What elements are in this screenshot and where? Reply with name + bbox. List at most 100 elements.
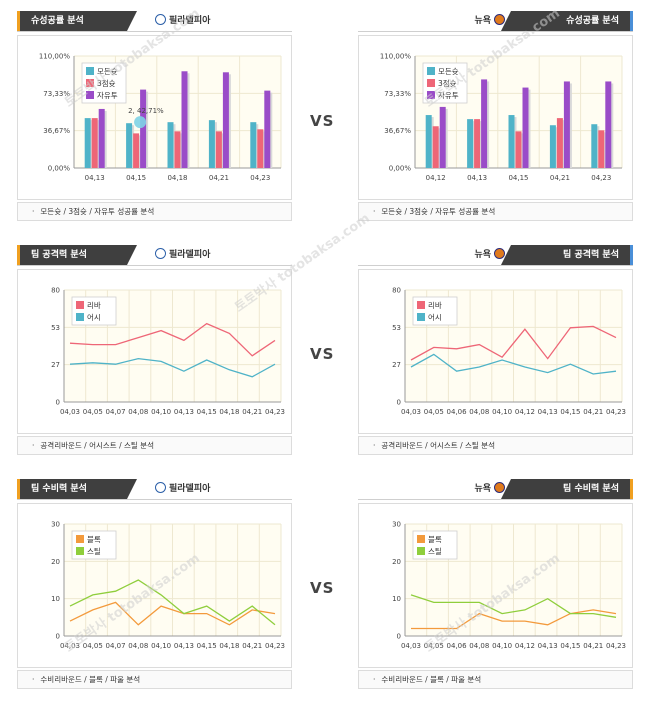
y-tick-label: 0,00%	[389, 165, 412, 173]
legend-swatch	[86, 67, 94, 75]
panel-header: 팀 수비력 분석 뉴욕	[358, 479, 633, 500]
y-tick-label: 73,33%	[384, 90, 411, 98]
bar	[439, 106, 446, 168]
y-tick-label: 20	[392, 558, 401, 566]
section-title: 팀 수비력 분석	[17, 479, 137, 499]
x-tick-label: 04,03	[401, 642, 421, 650]
y-tick-label: 80	[392, 287, 401, 295]
y-tick-label: 73,33%	[43, 90, 70, 98]
legend-label: 3점슛	[97, 78, 116, 88]
x-tick-label: 04,15	[126, 174, 146, 182]
series-line	[410, 353, 617, 375]
legend-swatch	[86, 79, 94, 87]
chart-box: 0 10 20 30 04,03 04,05 04,07 04,08 04,10 04,13 04,…	[17, 503, 292, 668]
philadelphia-logo-icon	[155, 14, 166, 25]
accent-bar	[17, 11, 20, 31]
accent-bar	[630, 245, 633, 265]
chart-caption: · 모든슛 / 3점슛 / 자유투 성공률 분석	[358, 202, 633, 221]
philadelphia-logo-icon	[155, 248, 166, 259]
hover-marker	[134, 116, 147, 129]
x-tick-label: 04,21	[242, 642, 262, 650]
series-line	[410, 594, 617, 618]
x-tick-label: 04,13	[538, 408, 558, 416]
legend-swatch	[86, 91, 94, 99]
caption-text: 수비리바운드 / 블록 / 파울 분석	[40, 675, 141, 684]
bar	[432, 126, 439, 168]
y-tick-label: 110,00%	[380, 53, 411, 61]
bar	[208, 120, 215, 168]
x-tick-label: 04,23	[265, 642, 285, 650]
panel-header: 슈성공률 분석 필라델피아	[17, 11, 292, 32]
y-tick-label: 0,00%	[48, 165, 71, 173]
team-name: 뉴욕	[474, 250, 491, 260]
bar	[508, 115, 515, 168]
philadelphia-logo-icon	[155, 482, 166, 493]
x-tick-label: 04,03	[401, 408, 421, 416]
series-line	[69, 322, 276, 357]
x-tick-label: 04,15	[560, 408, 580, 416]
x-tick-label: 04,03	[60, 642, 80, 650]
legend-swatch	[76, 535, 84, 543]
shooting-bar-chart: 0,00% 36,67% 73,33% 110,00% 04,13 04,15 04,18 0…	[39, 53, 282, 182]
caption-text: 모든슛 / 3점슛 / 자유투 성공률 분석	[40, 207, 155, 216]
chart-box: 0 10 20 30 04,03 04,05 04,06 04,08 04,10 04,12 04,…	[358, 503, 633, 668]
bar	[591, 124, 598, 168]
x-tick-label: 04,10	[492, 408, 512, 416]
legend-label: 모든슛	[97, 67, 118, 76]
legend-label: 리바	[87, 300, 101, 310]
panel-offense-philadelphia: 팀 공격력 분석 필라델피아 0 27 53 80 04,03 04,05 04,07 04,…	[17, 245, 292, 455]
caption-text: 수비리바운드 / 블록 / 파울 분석	[381, 675, 482, 684]
x-tick-label: 04,18	[167, 174, 187, 182]
x-tick-label: 04,23	[606, 642, 626, 650]
caption-text: 모든슛 / 3점슛 / 자유투 성공률 분석	[381, 207, 496, 216]
chart-caption: · 공격리바운드 / 어시스트 / 스틸 분석	[17, 436, 292, 455]
team-label: 뉴욕	[474, 248, 505, 262]
bar	[481, 79, 488, 168]
x-tick-label: 04,23	[591, 174, 611, 182]
section-title: 팀 공격력 분석	[17, 245, 137, 265]
x-tick-label: 04,08	[469, 642, 489, 650]
x-tick-label: 04,15	[197, 642, 217, 650]
y-tick-label: 30	[392, 521, 401, 529]
panel-shooting-newyork: 슈성공률 분석 뉴욕 0,00% 36,67% 73,33% 110,00% 04,12…	[358, 11, 633, 221]
x-tick-label: 04,06	[447, 642, 468, 650]
caption-text: 공격리바운드 / 어시스트 / 스틸 분석	[381, 441, 495, 450]
x-tick-label: 04,13	[467, 174, 487, 182]
bar	[605, 81, 612, 168]
legend-label: 자유투	[438, 91, 459, 100]
x-tick-label: 04,23	[250, 174, 270, 182]
bar	[84, 118, 91, 168]
y-tick-label: 110,00%	[39, 53, 70, 61]
x-tick-label: 04,08	[469, 408, 489, 416]
panel-shooting-philadelphia: 슈성공률 분석 필라델피아 0,00% 36,67% 73,33% 110,00% 04…	[17, 11, 292, 221]
bar	[215, 131, 222, 168]
panel-defense-newyork: 팀 수비력 분석 뉴욕 0 10 20 30 04,03 04,05 04,06 04,08 0…	[358, 479, 633, 689]
team-label: 필라델피아	[155, 14, 210, 28]
legend-swatch	[427, 79, 435, 87]
team-name: 뉴욕	[474, 484, 491, 494]
vs-label: VS	[310, 345, 335, 363]
panel-header: 팀 공격력 분석 필라델피아	[17, 245, 292, 266]
section-title: 슈성공률 분석	[17, 11, 137, 31]
team-name: 필라델피아	[169, 16, 211, 26]
shooting-bar-chart: 0,00% 36,67% 73,33% 110,00% 04,12 04,13 04,15 0…	[380, 53, 623, 182]
chart-box: 0,00% 36,67% 73,33% 110,00% 04,12 04,13 04,15 0…	[358, 35, 633, 200]
x-tick-label: 04,08	[128, 408, 148, 416]
bar	[522, 87, 529, 168]
y-tick-label: 0	[397, 633, 401, 641]
bar	[174, 131, 181, 168]
legend-label: 어시	[428, 312, 442, 322]
x-tick-label: 04,05	[424, 408, 444, 416]
accent-bar	[17, 245, 20, 265]
bar	[425, 115, 432, 168]
legend-label: 모든슛	[438, 67, 459, 76]
legend-swatch	[427, 91, 435, 99]
accent-bar	[17, 479, 20, 499]
bar	[515, 131, 522, 168]
chart-caption: · 수비리바운드 / 블록 / 파울 분석	[358, 670, 633, 689]
x-tick-label: 04,03	[60, 408, 80, 416]
bar	[467, 119, 474, 168]
bar	[91, 118, 98, 168]
section-title: 팀 공격력 분석	[501, 245, 633, 265]
bar	[549, 125, 556, 168]
